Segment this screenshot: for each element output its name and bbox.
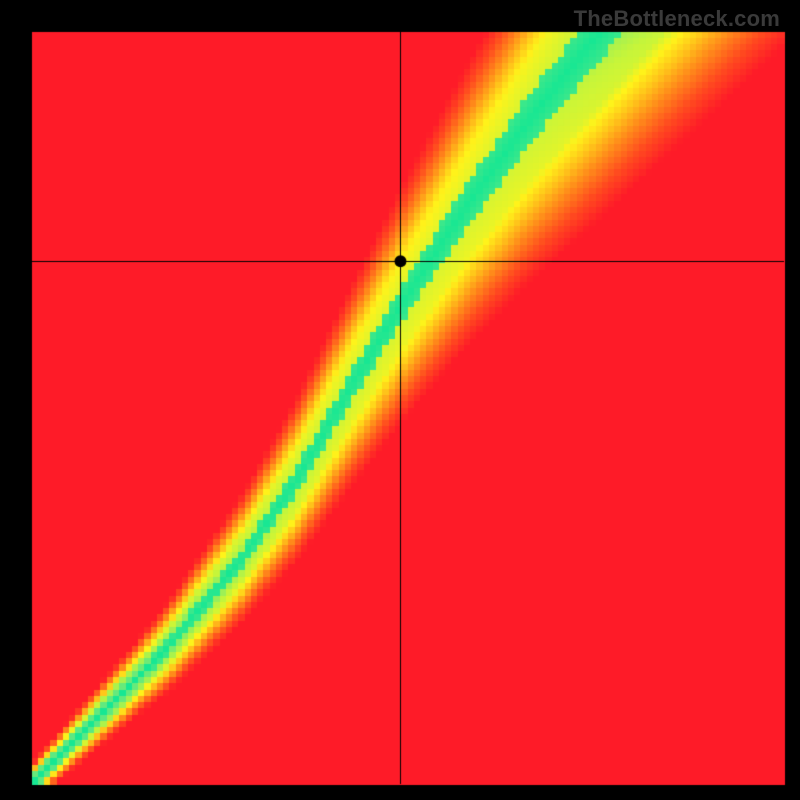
bottleneck-heatmap [0, 0, 800, 800]
chart-container: TheBottleneck.com [0, 0, 800, 800]
watermark-text: TheBottleneck.com [574, 6, 780, 32]
